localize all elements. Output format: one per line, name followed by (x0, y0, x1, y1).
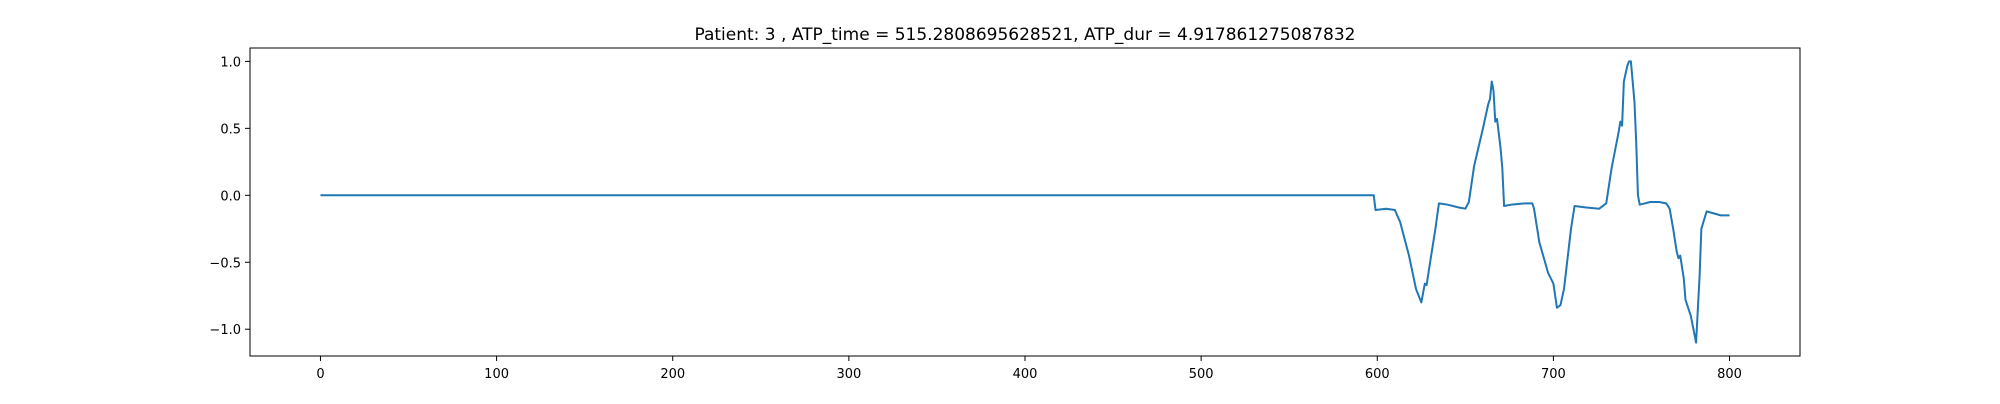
x-tick-label: 100 (484, 367, 509, 382)
series-group (320, 60, 1730, 344)
series-line (320, 60, 1730, 344)
y-tick-label: −1.0 (209, 323, 241, 338)
x-tick-label: 500 (1189, 367, 1214, 382)
x-tick-label: 600 (1365, 367, 1390, 382)
x-tick-label: 800 (1717, 367, 1742, 382)
y-axis: −1.0 −0.5 0.0 0.5 1.0 (209, 55, 250, 338)
y-tick-label: 1.0 (220, 55, 241, 70)
y-tick-label: 0.0 (220, 189, 241, 204)
axes-frame (249, 47, 1801, 357)
chart-title: Patient: 3 , ATP_time = 515.280869562852… (694, 25, 1355, 45)
plot-area: 0 100 200 300 400 500 600 700 800 −1.0 −0.5 0.0 0.5… (209, 47, 1801, 382)
y-tick-label: −0.5 (209, 256, 241, 271)
x-tick-label: 700 (1541, 367, 1566, 382)
y-tick-label: 0.5 (220, 122, 241, 137)
x-tick-label: 200 (660, 367, 685, 382)
x-tick-label: 400 (1013, 367, 1038, 382)
x-tick-label: 300 (836, 367, 861, 382)
x-axis: 0 100 200 300 400 500 600 700 800 (316, 356, 1742, 382)
x-tick-label: 0 (316, 367, 324, 382)
